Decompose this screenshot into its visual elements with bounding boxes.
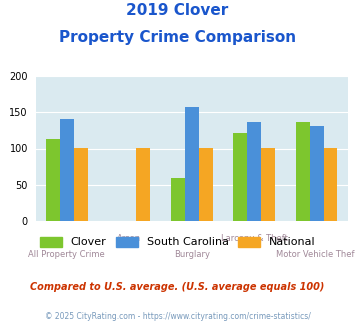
Bar [60,119,74,221]
Bar [46,139,60,221]
Bar [185,107,199,221]
Bar [247,122,261,221]
Text: All Property Crime: All Property Crime [28,250,105,259]
Bar [310,126,324,221]
Text: © 2025 CityRating.com - https://www.cityrating.com/crime-statistics/: © 2025 CityRating.com - https://www.city… [45,312,310,321]
Text: Larceny & Theft: Larceny & Theft [221,234,288,243]
Bar [324,148,338,221]
Bar [136,148,150,221]
Text: Motor Vehicle Theft: Motor Vehicle Theft [276,250,355,259]
Legend: Clover, South Carolina, National: Clover, South Carolina, National [35,232,320,252]
Bar [74,148,88,221]
Bar [171,178,185,221]
Text: Burglary: Burglary [174,250,210,259]
Text: Property Crime Comparison: Property Crime Comparison [59,30,296,45]
Bar [199,148,213,221]
Text: Arson: Arson [117,234,141,243]
Text: Compared to U.S. average. (U.S. average equals 100): Compared to U.S. average. (U.S. average … [30,282,325,292]
Bar [233,133,247,221]
Bar [296,122,310,221]
Text: 2019 Clover: 2019 Clover [126,3,229,18]
Bar [261,148,275,221]
